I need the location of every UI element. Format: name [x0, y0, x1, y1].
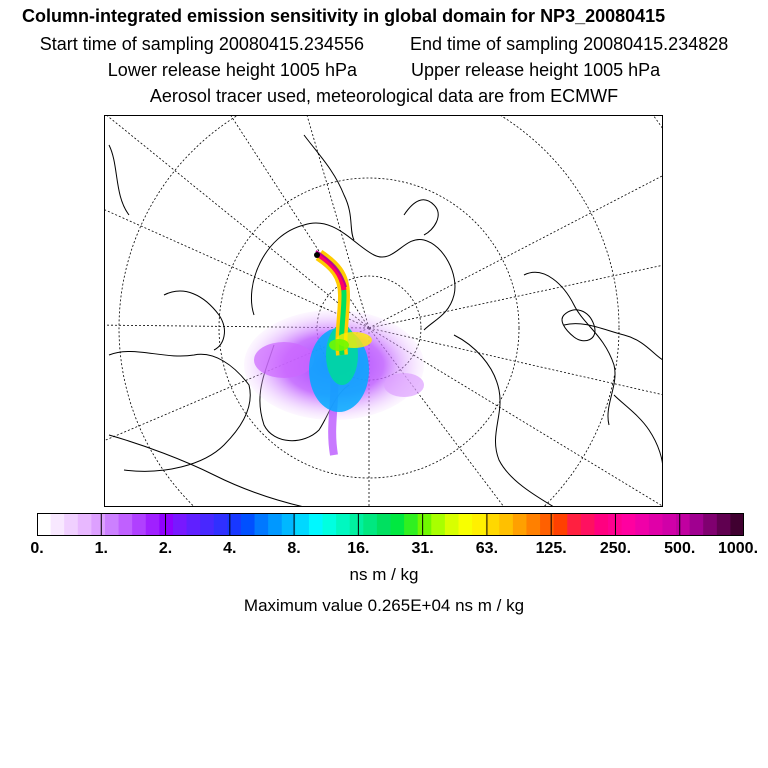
lat-circle-60 [218, 177, 520, 479]
colorbar-swatch [594, 513, 609, 536]
release-point [314, 252, 320, 258]
colorbar-swatch [662, 513, 677, 536]
colorbar-tick-label: 125. [535, 540, 567, 557]
sampling-time-line: Start time of sampling 20080415.234556 E… [0, 34, 768, 55]
colorbar-swatch [322, 513, 337, 536]
colorbar [37, 513, 744, 536]
colorbar-swatch [499, 513, 514, 536]
colorbar-swatch [716, 513, 731, 536]
colorbar-swatch [676, 513, 691, 536]
colorbar-tick-label: 0. [30, 540, 44, 557]
colorbar-swatch [635, 513, 650, 536]
colorbar-swatch [648, 513, 663, 536]
colorbar-swatch [376, 513, 391, 536]
colorbar-swatch [621, 513, 636, 536]
end-time: End time of sampling 20080415.234828 [410, 34, 729, 54]
colorbar-swatch [349, 513, 364, 536]
colorbar-swatch [580, 513, 595, 536]
tracer-info: Aerosol tracer used, meteorological data… [149, 86, 619, 106]
colorbar-swatch [417, 513, 432, 536]
colorbar-swatch [213, 513, 228, 536]
colorbar-tick-label: 63. [475, 540, 499, 557]
colorbar-tick-label: 250. [599, 540, 632, 557]
colorbar-border [37, 513, 744, 536]
colorbar-tick-label: 8. [287, 540, 301, 557]
colorbar-swatch [254, 513, 269, 536]
release-height-line: Lower release height 1005 hPa Upper rele… [0, 60, 768, 81]
colorbar-swatch [64, 513, 79, 536]
colorbar-swatch [390, 513, 405, 536]
colorbar-swatch [118, 513, 133, 536]
colorbar-swatch [336, 513, 351, 536]
colorbar-swatch [104, 513, 120, 536]
colorbar-tick-label: 4. [223, 540, 237, 557]
colorbar-swatch [186, 513, 201, 536]
colorbar-swatch [281, 513, 296, 536]
colorbar-swatch [172, 513, 188, 536]
colorbar-swatch [526, 513, 541, 536]
colorbar-tick-label: 500. [664, 540, 696, 557]
maximum-value: Maximum value 0.265E+04 ns m / kg [243, 596, 525, 615]
colorbar-swatch [540, 513, 555, 536]
colorbar-swatch [485, 513, 500, 536]
plot-title: Column-integrated emission sensitivity i… [22, 6, 666, 26]
colorbar-swatch [200, 513, 215, 536]
colorbar-swatch [295, 513, 310, 536]
colorbar-units: ns m / kg [349, 565, 419, 584]
colorbar-swatch [703, 513, 718, 536]
colorbar-tick-label: 1000. [717, 540, 759, 557]
colorbar-swatch [132, 513, 147, 536]
colorbar-swatch [227, 513, 242, 536]
colorbar-swatch [77, 513, 92, 536]
colorbar-swatch [553, 513, 568, 536]
colorbar-swatch [730, 513, 744, 536]
colorbar-tick-label: 1. [94, 540, 108, 557]
colorbar-swatch [512, 513, 527, 536]
colorbar-tick-label: 16. [347, 540, 370, 557]
colorbar-swatch [159, 513, 174, 536]
lat-circle-40 [118, 115, 620, 507]
colorbar-swatch [431, 513, 446, 536]
colorbar-swatch [363, 513, 378, 536]
colorbar-swatch [240, 513, 256, 536]
colorbar-swatch [50, 513, 65, 536]
colorbar-swatch [145, 513, 160, 536]
colorbar-swatch [91, 513, 106, 536]
colorbar-swatch [268, 513, 283, 536]
colorbar-swatch [37, 513, 52, 536]
lower-release-height: Lower release height 1005 hPa [107, 60, 357, 80]
colorbar-swatch [444, 513, 459, 536]
colorbar-swatch [308, 513, 324, 536]
colorbar-swatch [689, 513, 704, 536]
colorbar-swatch [472, 513, 487, 536]
colorbar-swatch [458, 513, 473, 536]
colorbar-swatch [404, 513, 419, 536]
upper-release-height: Upper release height 1005 hPa [411, 60, 661, 80]
map-border [104, 115, 663, 507]
colorbar-tick-label: 2. [158, 540, 173, 557]
map-background [104, 115, 663, 507]
colorbar-tick-label: 31. [411, 540, 434, 557]
emission-plume [244, 250, 424, 456]
polar-map [104, 115, 663, 507]
start-time: Start time of sampling 20080415.234556 [39, 34, 364, 54]
colorbar-swatch [567, 513, 582, 536]
